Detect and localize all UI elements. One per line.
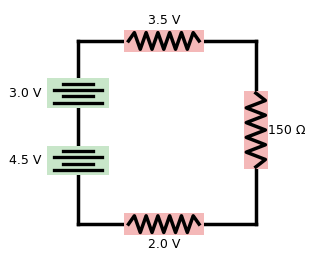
Text: 3.0 V: 3.0 V xyxy=(9,87,41,100)
Text: 4.5 V: 4.5 V xyxy=(9,154,41,167)
Text: 2.0 V: 2.0 V xyxy=(148,238,180,251)
Bar xyxy=(47,78,108,108)
Bar xyxy=(47,146,108,175)
Bar xyxy=(244,90,268,170)
Bar xyxy=(124,213,204,235)
Bar xyxy=(124,30,204,52)
Text: 150 Ω: 150 Ω xyxy=(268,124,306,136)
Text: 3.5 V: 3.5 V xyxy=(148,14,180,27)
